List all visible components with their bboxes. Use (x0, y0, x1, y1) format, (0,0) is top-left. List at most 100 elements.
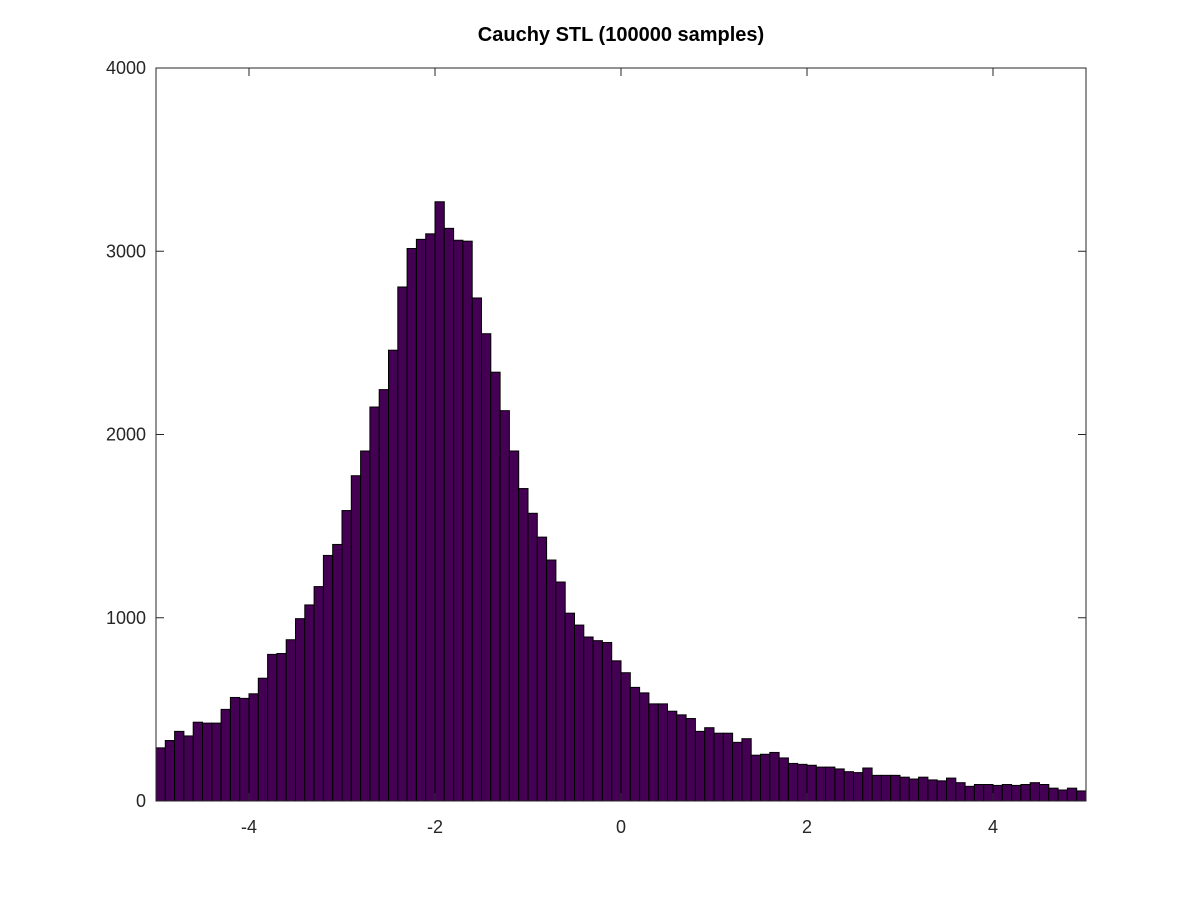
histogram-bar (546, 559, 557, 802)
histogram-bar (574, 624, 585, 802)
axis-ticks (156, 67, 1086, 802)
histogram-bar (527, 512, 538, 802)
histogram-bar (1048, 787, 1059, 802)
histogram-bar (862, 767, 873, 802)
histogram-bar (229, 696, 241, 802)
histogram-bar (815, 766, 827, 802)
histogram-bar (908, 778, 920, 802)
histogram-bar (797, 763, 808, 802)
histogram-bar (825, 766, 836, 802)
histogram-bar (936, 780, 948, 802)
histogram-bar (955, 782, 966, 802)
histogram-bar (257, 677, 269, 802)
histogram-bar (313, 586, 324, 802)
histogram-bar (778, 757, 789, 802)
histogram-bar (276, 652, 287, 802)
histogram-bar (964, 785, 975, 802)
y-tick-label: 4000 (106, 58, 146, 78)
histogram-bar (843, 771, 855, 802)
histogram-bar (155, 747, 166, 802)
histogram-bar (806, 764, 817, 802)
histogram-bar (1076, 790, 1087, 802)
histogram-bar (899, 776, 910, 802)
histogram-bar (332, 543, 343, 802)
histogram-bar (592, 640, 603, 802)
y-tick-label: 0 (136, 791, 146, 811)
y-tick-labels: 0 1000 2000 3000 4000 (106, 58, 146, 811)
histogram-bar (202, 722, 213, 802)
histogram-bar (992, 784, 1003, 802)
histogram-bar (508, 450, 520, 802)
histogram-bar (1039, 784, 1050, 802)
histogram-bar (248, 693, 259, 802)
histogram-bar (1020, 784, 1031, 802)
histogram-bar (443, 227, 455, 802)
histogram-bar (518, 488, 529, 802)
histogram-bar (564, 612, 576, 802)
histogram-bar (946, 777, 957, 802)
x-tick-label: -4 (241, 817, 257, 837)
histogram-bar (722, 732, 734, 802)
y-tick-label: 3000 (106, 241, 146, 261)
histogram-bar (425, 233, 436, 802)
y-tick-label: 1000 (106, 608, 146, 628)
x-tick-label: 2 (802, 817, 812, 837)
histogram-bar (397, 286, 408, 802)
histogram-bar (406, 248, 417, 802)
histogram-bar (1001, 784, 1013, 802)
histogram-bar (453, 239, 464, 802)
x-tick-label: 0 (616, 817, 626, 837)
chart-title: Cauchy STL (100000 samples) (478, 24, 764, 46)
histogram-bar (601, 641, 613, 802)
histogram-bar (685, 718, 696, 802)
histogram-bar (871, 774, 882, 802)
histogram-bar (388, 349, 399, 802)
histogram-bar (880, 774, 892, 802)
histogram-bar (853, 772, 864, 802)
histogram-bar (620, 672, 631, 802)
histogram-bar (667, 710, 678, 802)
histogram-bar (481, 333, 492, 802)
histogram-bar (1057, 789, 1068, 802)
x-tick-labels: -4 -2 0 2 4 (241, 817, 998, 837)
histogram-bar (350, 475, 362, 802)
plot-frame (155, 67, 1087, 802)
histogram-bar (741, 738, 752, 802)
histogram-bar (304, 604, 315, 802)
histogram-bar (490, 371, 501, 802)
histogram-bar (1011, 784, 1022, 802)
histogram-bar (1066, 787, 1078, 802)
histogram-bar (676, 714, 687, 802)
histogram-bar (471, 297, 483, 802)
histogram-bar (983, 784, 994, 802)
histogram-bar (657, 703, 669, 802)
histogram-bar (769, 751, 780, 802)
histogram-bar (583, 636, 594, 802)
histogram-bar (164, 740, 176, 802)
histogram-bar (760, 753, 771, 802)
histogram-bar (192, 721, 203, 802)
x-tick-label: -2 (427, 817, 443, 837)
histogram-bars (155, 201, 1087, 802)
histogram-bar (536, 536, 548, 802)
histogram-bar (639, 692, 650, 802)
histogram-bar (834, 768, 845, 802)
histogram-bar (341, 510, 352, 802)
histogram-bar (415, 238, 427, 802)
histogram-bar (211, 722, 222, 802)
histogram-bar (611, 660, 622, 802)
histogram-bar (890, 774, 901, 802)
histogram-bar (378, 389, 390, 802)
histogram-bar (499, 410, 510, 802)
histogram-bar (462, 240, 473, 802)
histogram-bar (555, 581, 566, 802)
histogram-bar (220, 708, 231, 802)
histogram-bar (750, 754, 762, 802)
histogram-bar (369, 406, 380, 802)
histogram-bar (713, 732, 724, 802)
histogram-bar (629, 686, 641, 802)
histogram-bar (918, 776, 929, 802)
histogram-bar (285, 639, 297, 802)
x-tick-label: 4 (988, 817, 998, 837)
